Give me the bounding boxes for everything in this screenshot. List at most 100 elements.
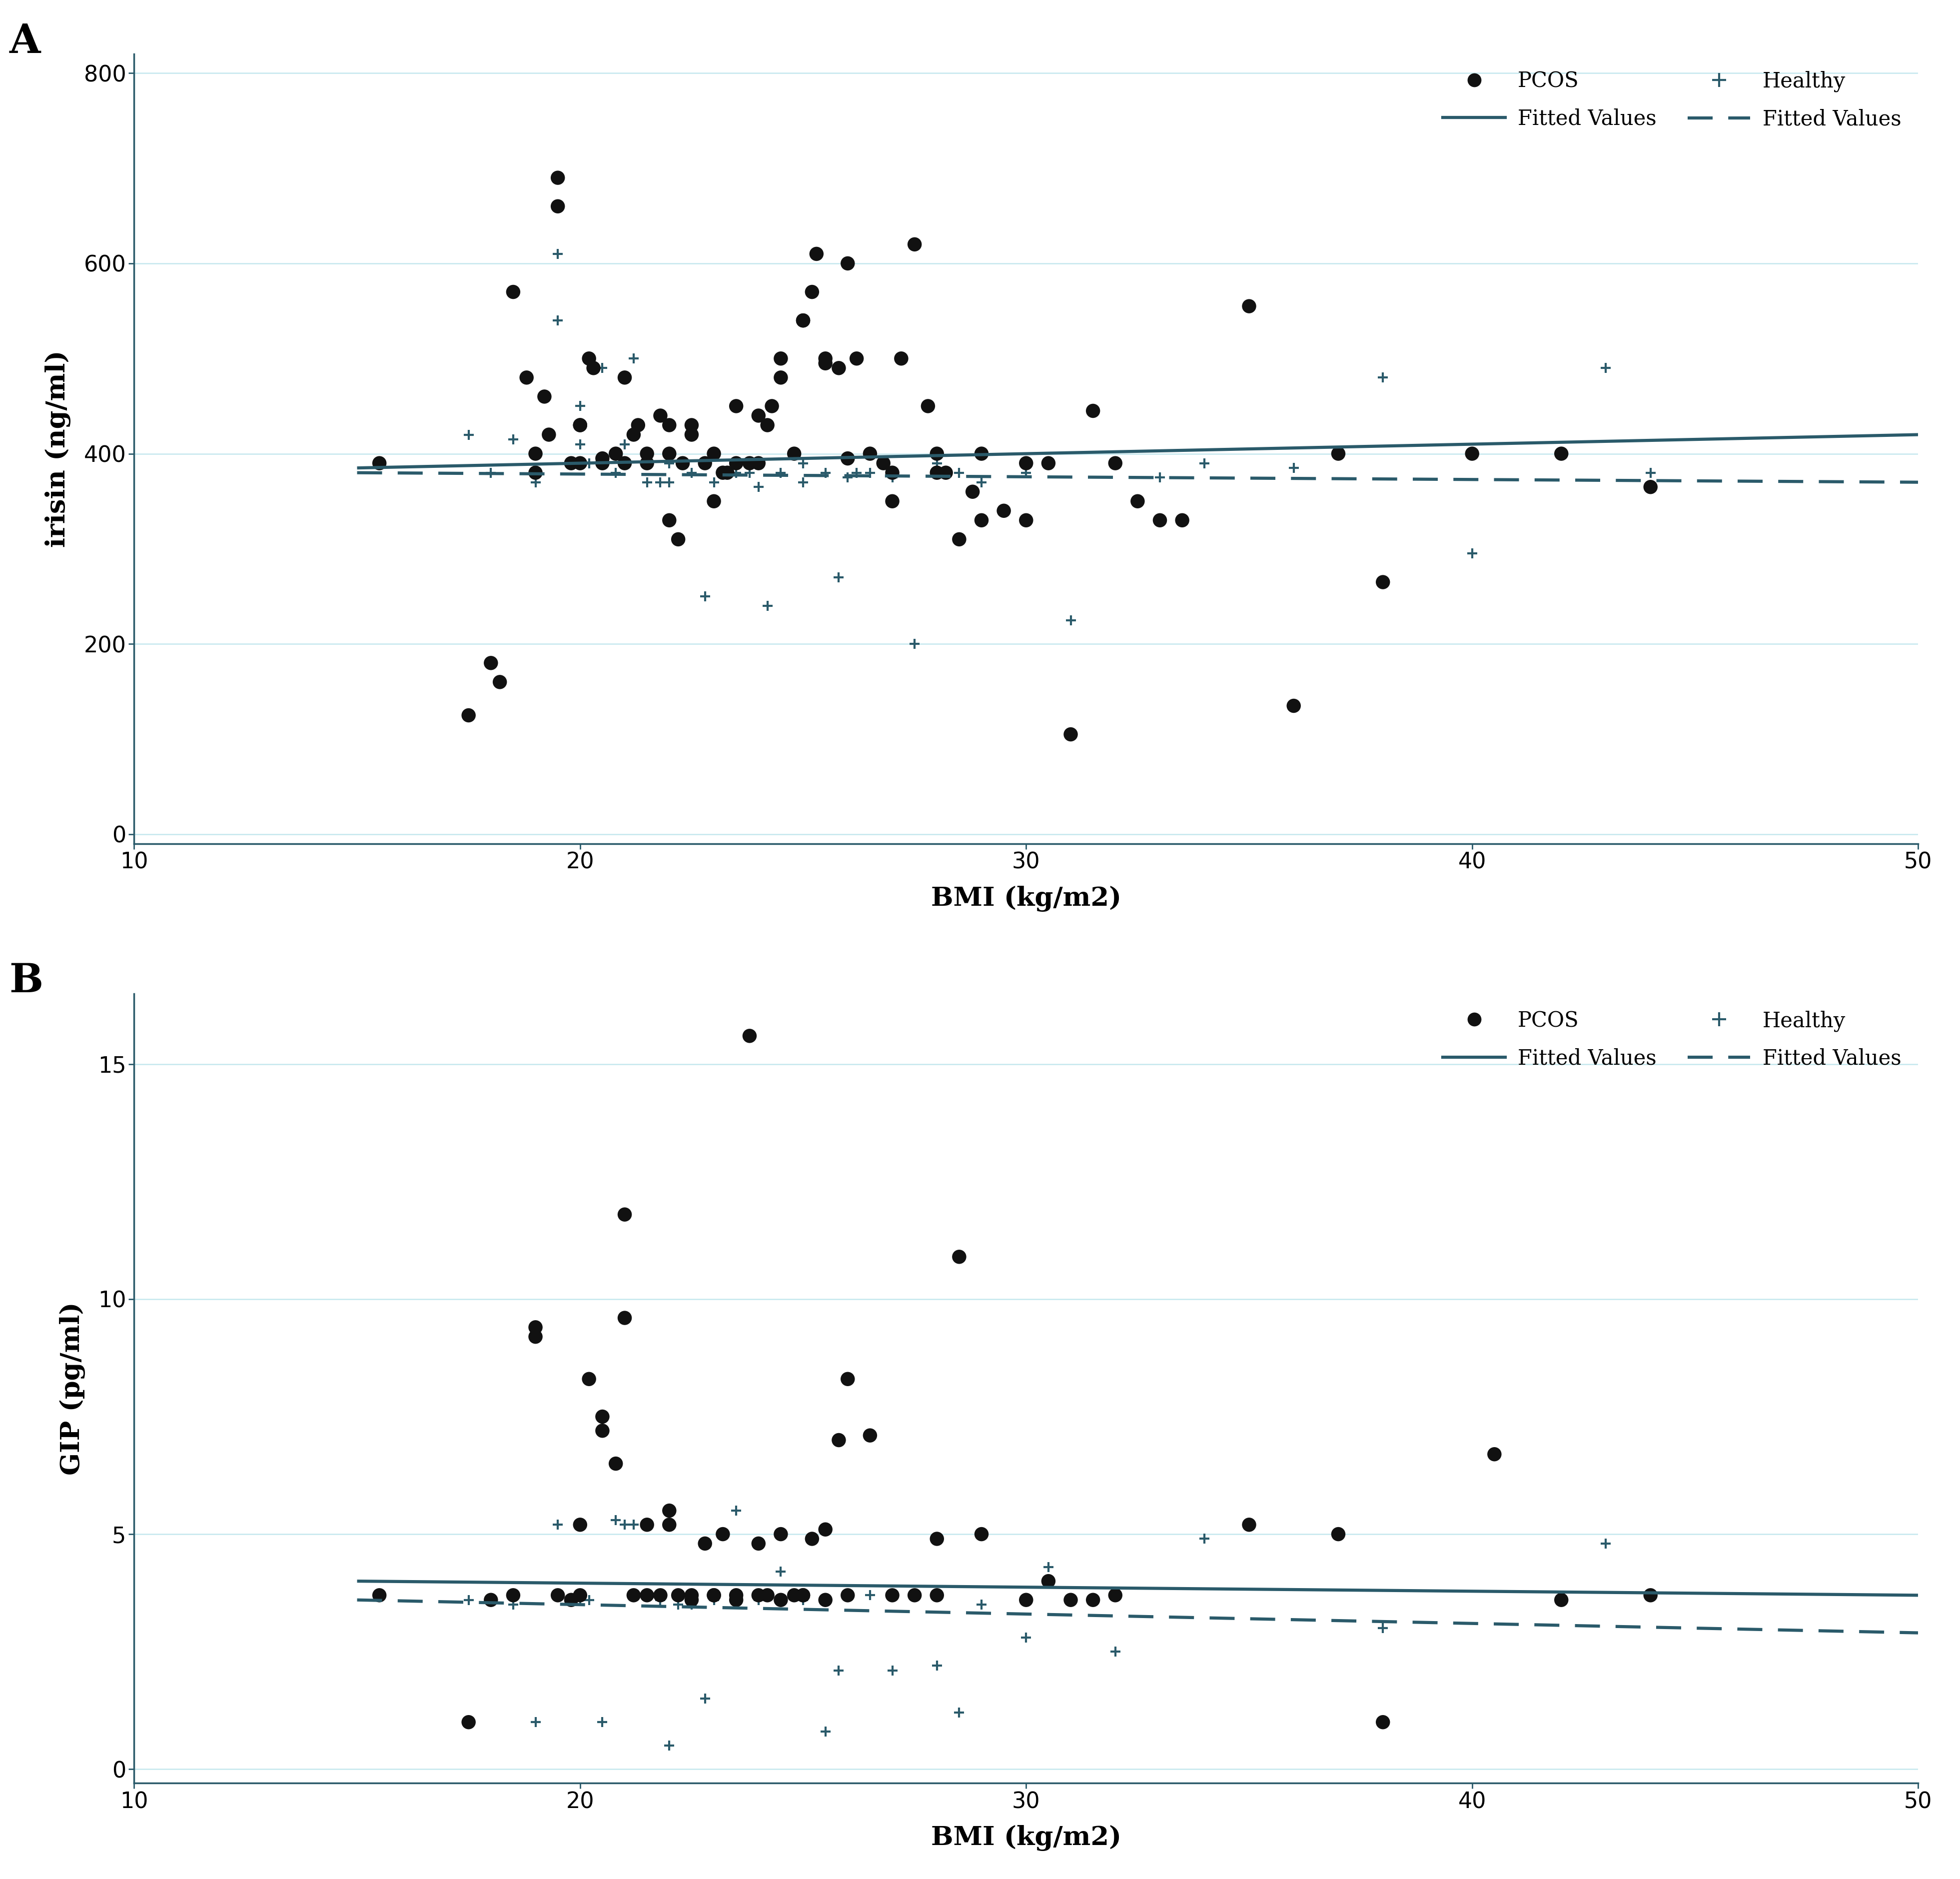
Point: [512, 363, 543, 393]
Point: [600, 438, 631, 468]
Point: [676, 1590, 708, 1620]
Point: [453, 419, 484, 449]
Point: [855, 1580, 886, 1610]
Point: [574, 344, 606, 374]
Point: [753, 410, 784, 440]
Point: [631, 1580, 662, 1610]
Point: [1368, 567, 1399, 598]
Point: [1368, 1612, 1399, 1642]
Point: [966, 1518, 998, 1548]
Point: [1546, 438, 1578, 468]
Point: [698, 487, 729, 517]
Point: [698, 438, 729, 468]
Point: [645, 1580, 676, 1610]
Text: B: B: [10, 962, 43, 1002]
Point: [1078, 396, 1109, 427]
Point: [1278, 453, 1309, 483]
Point: [876, 1580, 907, 1610]
Point: [1635, 458, 1666, 489]
Point: [823, 1655, 855, 1685]
Point: [645, 1584, 676, 1614]
Text: A: A: [10, 23, 41, 62]
Legend: PCOS, Fitted Values, Healthy, Fitted Values: PCOS, Fitted Values, Healthy, Fitted Val…: [1437, 64, 1907, 135]
Point: [653, 505, 684, 536]
Point: [1011, 505, 1043, 536]
Point: [564, 391, 596, 421]
Point: [574, 1584, 606, 1614]
Point: [610, 1302, 641, 1332]
Point: [365, 1580, 396, 1610]
Point: [610, 428, 641, 458]
Point: [743, 1580, 774, 1610]
Point: [519, 438, 551, 468]
Point: [653, 1731, 684, 1761]
Point: [578, 353, 610, 383]
Point: [1011, 1622, 1043, 1652]
Point: [809, 1584, 841, 1614]
Point: [676, 458, 708, 489]
Point: [474, 648, 506, 678]
Point: [1011, 1584, 1043, 1614]
Point: [921, 1580, 953, 1610]
Point: [855, 458, 886, 489]
Point: [474, 1584, 506, 1614]
Point: [733, 1020, 764, 1050]
Point: [1121, 487, 1152, 517]
Point: [876, 487, 907, 517]
Point: [617, 1509, 649, 1539]
Point: [617, 1580, 649, 1610]
Point: [721, 391, 753, 421]
Point: [617, 344, 649, 374]
Point: [733, 449, 764, 479]
Point: [708, 1518, 739, 1548]
Point: [943, 524, 974, 554]
Point: [900, 629, 931, 660]
Point: [498, 1580, 529, 1610]
Point: [921, 1652, 953, 1682]
Point: [764, 1518, 796, 1548]
Point: [764, 458, 796, 489]
Point: [833, 1364, 864, 1394]
Point: [1033, 449, 1064, 479]
Point: [788, 306, 819, 336]
Point: [698, 468, 729, 498]
Point: [600, 458, 631, 489]
Point: [564, 410, 596, 440]
Point: [586, 1708, 617, 1738]
Point: [764, 1584, 796, 1614]
Point: [474, 458, 506, 489]
Point: [631, 468, 662, 498]
Point: [586, 1402, 617, 1432]
Point: [555, 1584, 586, 1614]
Point: [653, 410, 684, 440]
Point: [743, 400, 774, 430]
Point: [802, 239, 833, 269]
Point: [833, 462, 864, 492]
Point: [453, 701, 484, 731]
Point: [498, 276, 529, 306]
Point: [788, 306, 819, 336]
Point: [809, 1514, 841, 1545]
Point: [498, 1590, 529, 1620]
Point: [876, 458, 907, 489]
Point: [778, 438, 809, 468]
Point: [796, 276, 827, 306]
Point: [610, 1199, 641, 1229]
Point: [733, 458, 764, 489]
Point: [1011, 458, 1043, 489]
Point: [645, 400, 676, 430]
Point: [1590, 1528, 1621, 1558]
Point: [529, 381, 561, 412]
Point: [564, 428, 596, 458]
Point: [855, 438, 886, 468]
Point: [1323, 1518, 1354, 1548]
Point: [474, 1584, 506, 1614]
Point: [690, 1528, 721, 1558]
Point: [543, 1580, 574, 1610]
Point: [564, 449, 596, 479]
X-axis label: BMI (kg/m2): BMI (kg/m2): [931, 885, 1121, 911]
Point: [823, 1424, 855, 1454]
Point: [653, 468, 684, 498]
Point: [1054, 1584, 1086, 1614]
Point: [610, 363, 641, 393]
